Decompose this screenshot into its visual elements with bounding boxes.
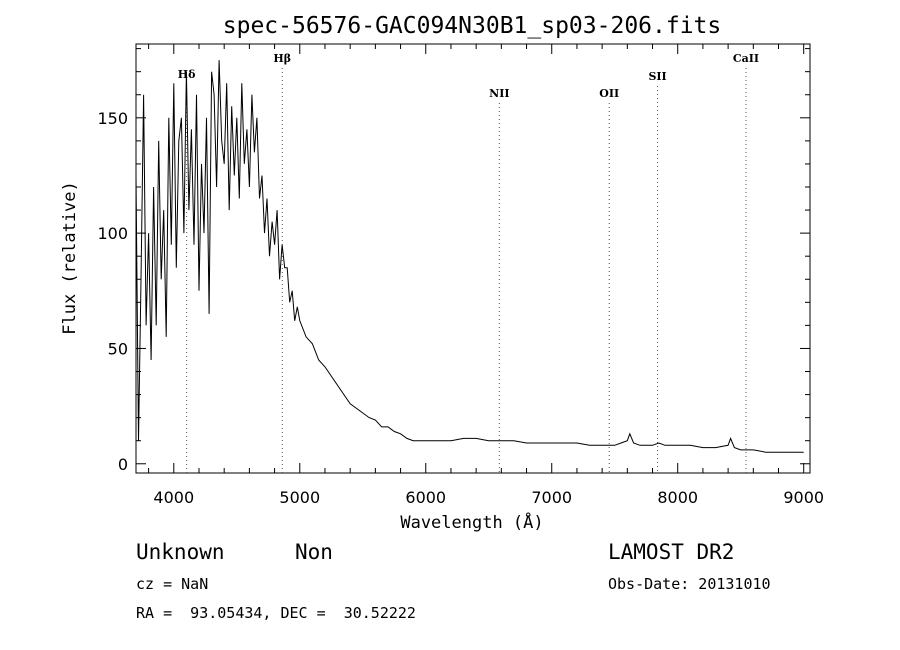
x-tick-label: 8000 <box>657 488 698 507</box>
y-tick-label: 150 <box>97 109 128 128</box>
x-tick-label: 7000 <box>531 488 572 507</box>
x-tick-label: 5000 <box>279 488 320 507</box>
coordinates-label: RA = 93.05434, DEC = 30.52222 <box>136 604 416 622</box>
y-tick-label: 0 <box>118 455 128 474</box>
obs-date-label: Obs-Date: 20131010 <box>608 575 771 593</box>
x-tick-label: 9000 <box>783 488 824 507</box>
y-tick-label: 100 <box>97 224 128 243</box>
survey-label: LAMOST DR2 <box>608 540 735 564</box>
emission-line-label: CaII <box>733 52 759 65</box>
class-label: Unknown <box>136 540 225 564</box>
emission-line-label: OII <box>599 87 619 100</box>
x-tick-label: 4000 <box>153 488 194 507</box>
spectrum-series-line <box>135 60 804 453</box>
emission-line-label: NII <box>489 87 509 100</box>
axis-ticks: 4000 5000 6000 7000 8000 9000 0 50 100 150 <box>97 44 824 507</box>
x-tick-label: 6000 <box>405 488 446 507</box>
subclass-label: Non <box>295 540 333 564</box>
chart-title: spec-56576-GAC094N30B1_sp03-206.fits <box>223 13 722 39</box>
emission-line-label: Hβ <box>273 52 291 65</box>
plot-frame <box>135 43 811 474</box>
y-tick-label: 50 <box>108 339 128 358</box>
redshift-label: cz = NaN <box>136 575 209 593</box>
emission-line-label: SII <box>648 70 666 83</box>
y-axis-label: Flux (relative) <box>60 181 80 335</box>
x-axis-label: Wavelength (Å) <box>400 511 543 533</box>
